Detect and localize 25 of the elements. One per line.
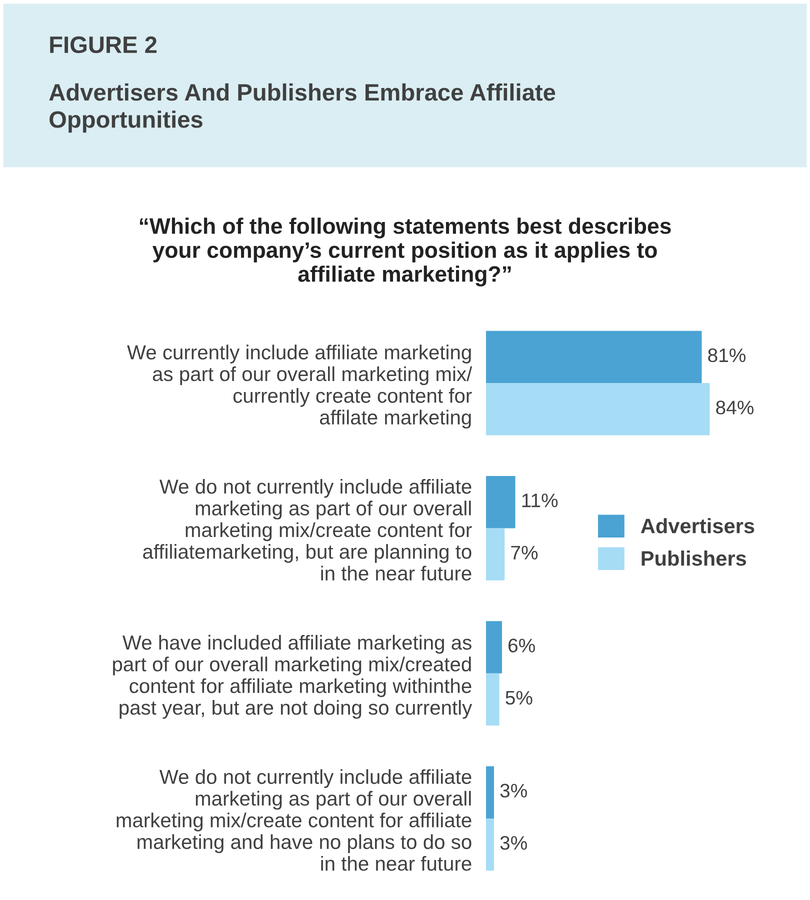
bar: [486, 528, 505, 580]
data-label: 84%: [716, 400, 754, 414]
bar: [486, 383, 710, 436]
data-label: 81%: [708, 348, 746, 362]
y-tick-label: We currently include affiliate marketing as part of our overall marketing mix/ currently create content for affilate marketing: [127, 344, 472, 429]
bar: [486, 673, 500, 726]
y-tick-label: We do not currently include affiliate marketing as part of our overall marketing mix/create content for affiliate marketing and have no plans to do so in the near future: [116, 769, 472, 871]
bar: [486, 818, 494, 871]
bar: [486, 766, 494, 818]
y-tick-label: We have included affiliate marketing as part of our overall marketing mix/created content for affiliate marketing withinthe past year, but are not doing so currently: [113, 634, 472, 719]
chart-subtitle: Advertisers And Publishers Embrace Affiliate Opportunities: [49, 83, 556, 133]
legend-label: Publishers: [642, 550, 746, 566]
bar: [486, 330, 702, 384]
data-label: 3%: [500, 836, 527, 850]
legend-label: Advertisers: [640, 518, 754, 534]
bar: [486, 476, 516, 528]
data-label: 5%: [506, 690, 532, 705]
data-label: 6%: [508, 638, 535, 652]
bar: [486, 621, 502, 674]
text: “Which of the following statements best describes your company’s current position as it applies to affiliate marketing?”: [140, 218, 671, 286]
text: FIGURE 2: [50, 36, 157, 54]
data-label: 7%: [511, 546, 538, 560]
data-label: 11%: [522, 494, 558, 508]
y-tick-label: We do not currently include affiliate marketing as part of our overall marketing mix/create content for affiliatemarketing, but are planning to in the near future: [143, 478, 472, 581]
data-label: 3%: [500, 784, 527, 798]
